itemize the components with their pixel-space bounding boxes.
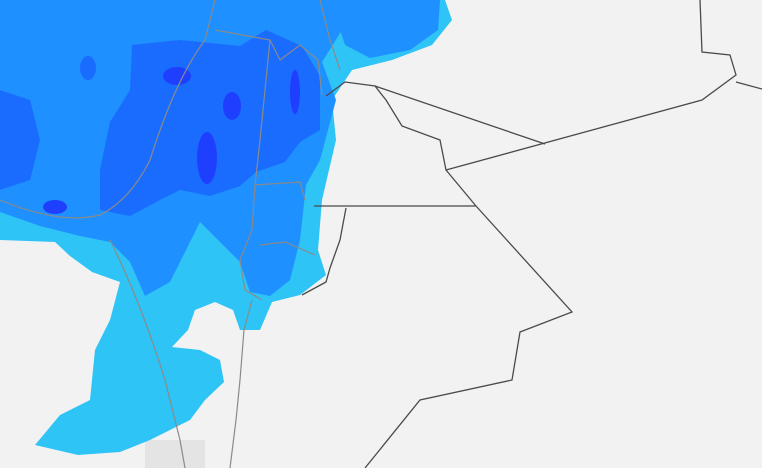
precip-heavy-area-west (0, 90, 40, 190)
precip-core (197, 132, 217, 184)
precip-heavy-spot (80, 56, 96, 80)
precip-core (163, 67, 191, 85)
precip-moderate-area-ne (330, 0, 440, 58)
precip-heavy-area (100, 30, 320, 216)
subregion-borders (0, 0, 341, 468)
precip-core (290, 70, 300, 114)
country-borders (301, 0, 762, 468)
precip-core (223, 92, 241, 120)
tile-patch (145, 440, 205, 468)
precip-core (43, 200, 67, 214)
